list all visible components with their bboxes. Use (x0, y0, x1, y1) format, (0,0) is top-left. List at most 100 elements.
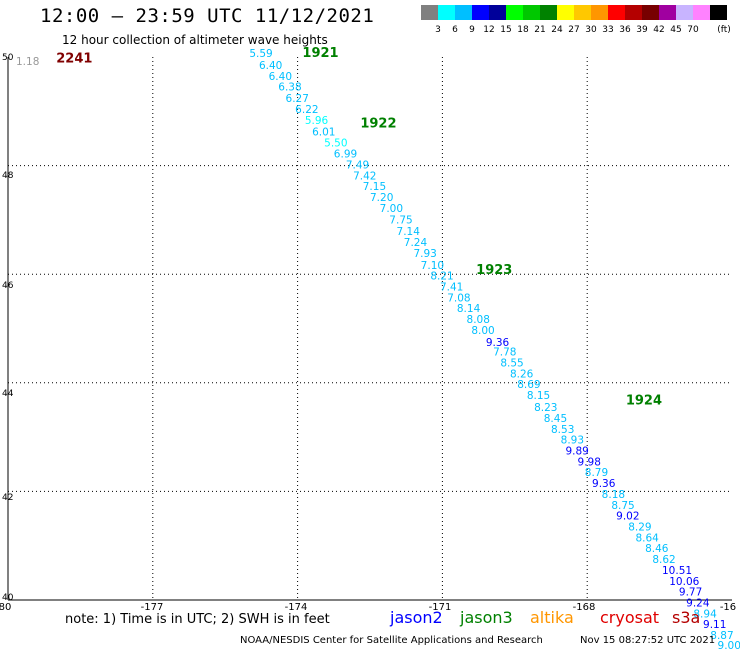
latitude-tick-label: 42 (2, 493, 13, 503)
wave-height-value: 6.27 (286, 93, 309, 105)
longitude-tick-label: -177 (141, 602, 164, 613)
pass-id-label: 1924 (626, 394, 662, 409)
legend-swatch (540, 5, 557, 20)
satellite-altika-label: altika (530, 608, 574, 627)
footer-note: note: 1) Time is in UTC; 2) SWH is in fe… (65, 612, 330, 627)
legend-swatch (421, 5, 438, 20)
wave-height-value: 9.24 (686, 598, 710, 610)
wave-height-value: 7.15 (363, 181, 386, 193)
legend-label: 3 (435, 25, 441, 35)
wave-height-value: 8.53 (551, 424, 574, 436)
wave-height-value: 7.20 (370, 192, 393, 204)
wave-height-value: 8.26 (510, 368, 534, 380)
wave-height-value: 9.36 (486, 337, 510, 349)
wave-height-value: 9.36 (592, 478, 616, 490)
longitude-tick-label: -174 (285, 602, 308, 613)
legend-label: 33 (602, 25, 614, 35)
wave-height-value: 8.45 (544, 413, 567, 425)
legend-label: 21 (534, 25, 546, 35)
wave-height-value: 7.42 (353, 171, 376, 183)
wave-height-value: 7.08 (447, 292, 470, 304)
legend-label: 6 (452, 25, 458, 35)
latitude-tick-label: 40 (2, 593, 14, 603)
wave-height-value: 6.38 (278, 82, 301, 94)
wave-height-value: 8.93 (561, 435, 584, 447)
wave-height-value: 10.06 (669, 576, 699, 588)
wave-height-value: 8.55 (500, 358, 523, 370)
legend-swatch (557, 5, 574, 20)
latitude-tick-label: 46 (2, 281, 14, 291)
legend-swatch (574, 5, 591, 20)
wave-height-value: 5.59 (249, 48, 272, 60)
wave-height-value: 7.10 (421, 260, 444, 272)
wave-height-value: 6.99 (334, 148, 357, 160)
wave-height-value: 10.51 (662, 565, 692, 577)
longitude-tick-label: -180 (0, 602, 11, 613)
legend-swatch (489, 5, 506, 20)
satellite-s3a-label: s3a (672, 608, 701, 627)
wave-height-value: 8.46 (645, 543, 669, 555)
wave-height-value: 5.96 (305, 115, 329, 127)
wave-height-value: 9.89 (565, 445, 588, 457)
wave-height-value: 9.98 (578, 456, 601, 468)
legend-swatch (642, 5, 659, 20)
legend-unit: (ft) (717, 25, 731, 35)
legend-label: 39 (636, 25, 648, 35)
wave-height-value: 8.69 (517, 379, 540, 391)
wave-height-value: 6.01 (312, 127, 335, 139)
wave-height-value: 7.93 (413, 248, 436, 260)
legend-label: 12 (483, 25, 495, 35)
wave-height-value: 7.24 (404, 237, 428, 249)
wave-height-value: 6.22 (295, 104, 318, 116)
credit-text: NOAA/NESDIS Center for Satellite Applica… (240, 635, 543, 646)
legend-label: 36 (619, 25, 631, 35)
wave-height-value: 7.78 (493, 347, 516, 359)
satellite-jason3-label: jason3 (460, 608, 513, 627)
wave-height-value: 8.62 (652, 554, 675, 566)
wave-height-value: 8.00 (471, 325, 494, 337)
legend-label: 18 (517, 25, 529, 35)
pass-id-label: 1922 (360, 117, 396, 132)
map-title: 12:00 – 23:59 UTC 11/12/2021 (40, 5, 375, 27)
wave-height-value: 8.79 (585, 467, 608, 479)
wave-height-value: 6.40 (259, 60, 282, 72)
map-subtitle: 12 hour collection of altimeter wave hei… (62, 33, 328, 47)
wave-height-value: 8.87 (710, 630, 733, 642)
wave-height-value: 8.15 (527, 390, 550, 402)
corner-value-label: 1.18 (16, 56, 39, 68)
legend-label: 42 (653, 25, 665, 35)
wave-height-value: 7.75 (389, 215, 412, 227)
wave-height-value: 9.11 (703, 619, 726, 631)
timestamp-text: Nov 15 08:27:52 UTC 2021 (580, 635, 716, 646)
legend-swatch (591, 5, 608, 20)
legend-swatch (608, 5, 625, 20)
wave-height-value: 7.41 (440, 281, 463, 293)
legend-label: 9 (469, 25, 475, 35)
legend-label: 24 (551, 25, 563, 35)
wave-height-value: 5.50 (324, 138, 347, 150)
pass-id-label: 2241 (56, 51, 92, 66)
legend-swatch (710, 5, 727, 20)
legend-label: 30 (585, 25, 597, 35)
wave-height-value: 9.77 (679, 587, 702, 599)
wave-height-value: 8.14 (457, 303, 481, 315)
wave-height-value: 8.23 (534, 402, 557, 414)
legend-swatch (659, 5, 676, 20)
wave-height-value: 8.08 (467, 314, 490, 326)
wave-height-value: 8.75 (611, 500, 634, 512)
wave-height-value: 9.02 (616, 511, 639, 523)
legend-swatch (523, 5, 540, 20)
legend-swatch (472, 5, 489, 20)
pass-id-label: 1921 (302, 46, 338, 61)
latitude-tick-label: 50 (2, 53, 14, 63)
latitude-tick-label: 44 (2, 389, 14, 399)
legend-label: 70 (687, 25, 699, 35)
satellite-jason2-label: jason2 (390, 608, 443, 627)
pass-id-label: 1923 (476, 263, 512, 278)
legend-label: 27 (568, 25, 580, 35)
longitude-tick-label: -168 (573, 602, 596, 613)
wave-height-value: 8.64 (635, 532, 659, 544)
wave-height-value: 7.14 (397, 226, 421, 238)
wave-height-value: 7.00 (380, 203, 403, 215)
